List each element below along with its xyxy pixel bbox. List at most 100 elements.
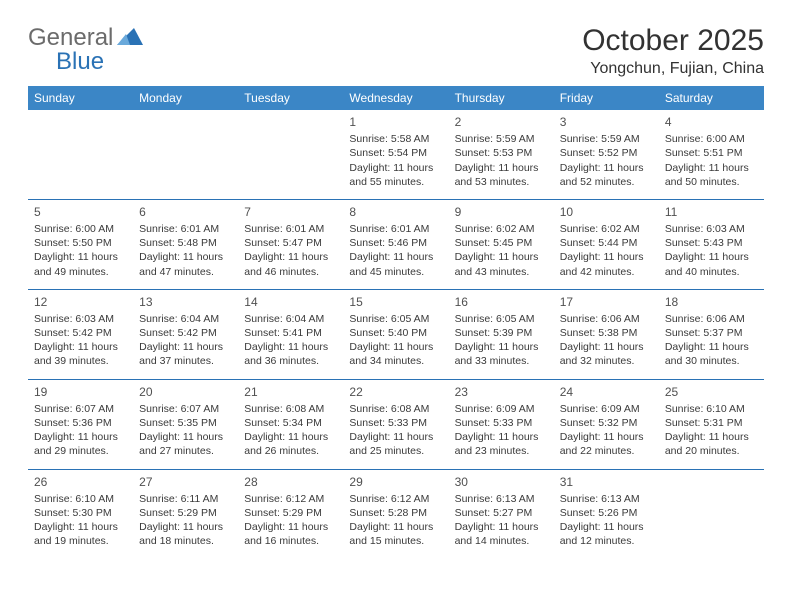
day-cell-9: 9Sunrise: 6:02 AMSunset: 5:45 PMDaylight… [449, 200, 554, 289]
dayname-wednesday: Wednesday [343, 86, 448, 110]
header-row: GeneralBlue October 2025 Yongchun, Fujia… [28, 24, 764, 78]
sunset-line: Sunset: 5:29 PM [139, 506, 232, 520]
day-cell-empty [28, 110, 133, 199]
day-cell-8: 8Sunrise: 6:01 AMSunset: 5:46 PMDaylight… [343, 200, 448, 289]
sunrise-line: Sunrise: 6:06 AM [665, 312, 758, 326]
day-cell-21: 21Sunrise: 6:08 AMSunset: 5:34 PMDayligh… [238, 380, 343, 469]
daylight-line: Daylight: 11 hours and 40 minutes. [665, 250, 758, 278]
day-number: 22 [349, 384, 442, 400]
daylight-line: Daylight: 11 hours and 19 minutes. [34, 520, 127, 548]
day-cell-4: 4Sunrise: 6:00 AMSunset: 5:51 PMDaylight… [659, 110, 764, 199]
daylight-line: Daylight: 11 hours and 43 minutes. [455, 250, 548, 278]
day-cell-5: 5Sunrise: 6:00 AMSunset: 5:50 PMDaylight… [28, 200, 133, 289]
day-number: 16 [455, 294, 548, 310]
sunset-line: Sunset: 5:54 PM [349, 146, 442, 160]
day-number: 13 [139, 294, 232, 310]
calendar: SundayMondayTuesdayWednesdayThursdayFrid… [28, 86, 764, 558]
day-number: 17 [560, 294, 653, 310]
day-cell-empty [659, 470, 764, 559]
sunrise-line: Sunrise: 6:01 AM [349, 222, 442, 236]
day-cell-empty [238, 110, 343, 199]
day-number: 26 [34, 474, 127, 490]
week-row: 26Sunrise: 6:10 AMSunset: 5:30 PMDayligh… [28, 469, 764, 559]
day-cell-19: 19Sunrise: 6:07 AMSunset: 5:36 PMDayligh… [28, 380, 133, 469]
calendar-page: GeneralBlue October 2025 Yongchun, Fujia… [0, 0, 792, 558]
daylight-line: Daylight: 11 hours and 16 minutes. [244, 520, 337, 548]
daylight-line: Daylight: 11 hours and 33 minutes. [455, 340, 548, 368]
sunrise-line: Sunrise: 6:02 AM [455, 222, 548, 236]
sunrise-line: Sunrise: 6:06 AM [560, 312, 653, 326]
sunrise-line: Sunrise: 6:09 AM [455, 402, 548, 416]
day-cell-17: 17Sunrise: 6:06 AMSunset: 5:38 PMDayligh… [554, 290, 659, 379]
sunset-line: Sunset: 5:46 PM [349, 236, 442, 250]
sunset-line: Sunset: 5:53 PM [455, 146, 548, 160]
daylight-line: Daylight: 11 hours and 32 minutes. [560, 340, 653, 368]
sunset-line: Sunset: 5:29 PM [244, 506, 337, 520]
daylight-line: Daylight: 11 hours and 18 minutes. [139, 520, 232, 548]
daylight-line: Daylight: 11 hours and 52 minutes. [560, 161, 653, 189]
daylight-line: Daylight: 11 hours and 55 minutes. [349, 161, 442, 189]
daylight-line: Daylight: 11 hours and 14 minutes. [455, 520, 548, 548]
day-number: 15 [349, 294, 442, 310]
sunrise-line: Sunrise: 6:08 AM [244, 402, 337, 416]
sunrise-line: Sunrise: 6:10 AM [665, 402, 758, 416]
sunset-line: Sunset: 5:37 PM [665, 326, 758, 340]
day-number: 3 [560, 114, 653, 130]
daylight-line: Daylight: 11 hours and 15 minutes. [349, 520, 442, 548]
sunset-line: Sunset: 5:32 PM [560, 416, 653, 430]
sunrise-line: Sunrise: 6:13 AM [455, 492, 548, 506]
day-number: 24 [560, 384, 653, 400]
day-cell-11: 11Sunrise: 6:03 AMSunset: 5:43 PMDayligh… [659, 200, 764, 289]
sunset-line: Sunset: 5:42 PM [139, 326, 232, 340]
sunset-line: Sunset: 5:51 PM [665, 146, 758, 160]
sunset-line: Sunset: 5:39 PM [455, 326, 548, 340]
daylight-line: Daylight: 11 hours and 22 minutes. [560, 430, 653, 458]
daylight-line: Daylight: 11 hours and 46 minutes. [244, 250, 337, 278]
day-number: 5 [34, 204, 127, 220]
day-cell-15: 15Sunrise: 6:05 AMSunset: 5:40 PMDayligh… [343, 290, 448, 379]
day-cell-29: 29Sunrise: 6:12 AMSunset: 5:28 PMDayligh… [343, 470, 448, 559]
daylight-line: Daylight: 11 hours and 30 minutes. [665, 340, 758, 368]
day-cell-28: 28Sunrise: 6:12 AMSunset: 5:29 PMDayligh… [238, 470, 343, 559]
day-number: 23 [455, 384, 548, 400]
day-number: 19 [34, 384, 127, 400]
dayname-friday: Friday [554, 86, 659, 110]
sunset-line: Sunset: 5:41 PM [244, 326, 337, 340]
week-row: 1Sunrise: 5:58 AMSunset: 5:54 PMDaylight… [28, 110, 764, 199]
daylight-line: Daylight: 11 hours and 47 minutes. [139, 250, 232, 278]
day-cell-7: 7Sunrise: 6:01 AMSunset: 5:47 PMDaylight… [238, 200, 343, 289]
sunrise-line: Sunrise: 6:00 AM [665, 132, 758, 146]
sunset-line: Sunset: 5:47 PM [244, 236, 337, 250]
sunset-line: Sunset: 5:26 PM [560, 506, 653, 520]
dayname-sunday: Sunday [28, 86, 133, 110]
sunset-line: Sunset: 5:50 PM [34, 236, 127, 250]
sunrise-line: Sunrise: 6:05 AM [455, 312, 548, 326]
day-cell-30: 30Sunrise: 6:13 AMSunset: 5:27 PMDayligh… [449, 470, 554, 559]
day-number: 1 [349, 114, 442, 130]
week-row: 19Sunrise: 6:07 AMSunset: 5:36 PMDayligh… [28, 379, 764, 469]
day-cell-1: 1Sunrise: 5:58 AMSunset: 5:54 PMDaylight… [343, 110, 448, 199]
location: Yongchun, Fujian, China [582, 60, 764, 78]
daylight-line: Daylight: 11 hours and 42 minutes. [560, 250, 653, 278]
sunset-line: Sunset: 5:34 PM [244, 416, 337, 430]
day-number: 18 [665, 294, 758, 310]
day-cell-20: 20Sunrise: 6:07 AMSunset: 5:35 PMDayligh… [133, 380, 238, 469]
sunrise-line: Sunrise: 6:07 AM [139, 402, 232, 416]
daylight-line: Daylight: 11 hours and 37 minutes. [139, 340, 232, 368]
sunset-line: Sunset: 5:43 PM [665, 236, 758, 250]
sunset-line: Sunset: 5:35 PM [139, 416, 232, 430]
sunset-line: Sunset: 5:27 PM [455, 506, 548, 520]
day-number: 4 [665, 114, 758, 130]
week-row: 5Sunrise: 6:00 AMSunset: 5:50 PMDaylight… [28, 199, 764, 289]
sunrise-line: Sunrise: 6:04 AM [244, 312, 337, 326]
logo: GeneralBlue [28, 24, 143, 76]
dayname-saturday: Saturday [659, 86, 764, 110]
daylight-line: Daylight: 11 hours and 23 minutes. [455, 430, 548, 458]
sunrise-line: Sunrise: 5:59 AM [560, 132, 653, 146]
day-number: 12 [34, 294, 127, 310]
dayname-thursday: Thursday [449, 86, 554, 110]
day-number: 14 [244, 294, 337, 310]
sunrise-line: Sunrise: 6:09 AM [560, 402, 653, 416]
day-cell-6: 6Sunrise: 6:01 AMSunset: 5:48 PMDaylight… [133, 200, 238, 289]
day-cell-25: 25Sunrise: 6:10 AMSunset: 5:31 PMDayligh… [659, 380, 764, 469]
